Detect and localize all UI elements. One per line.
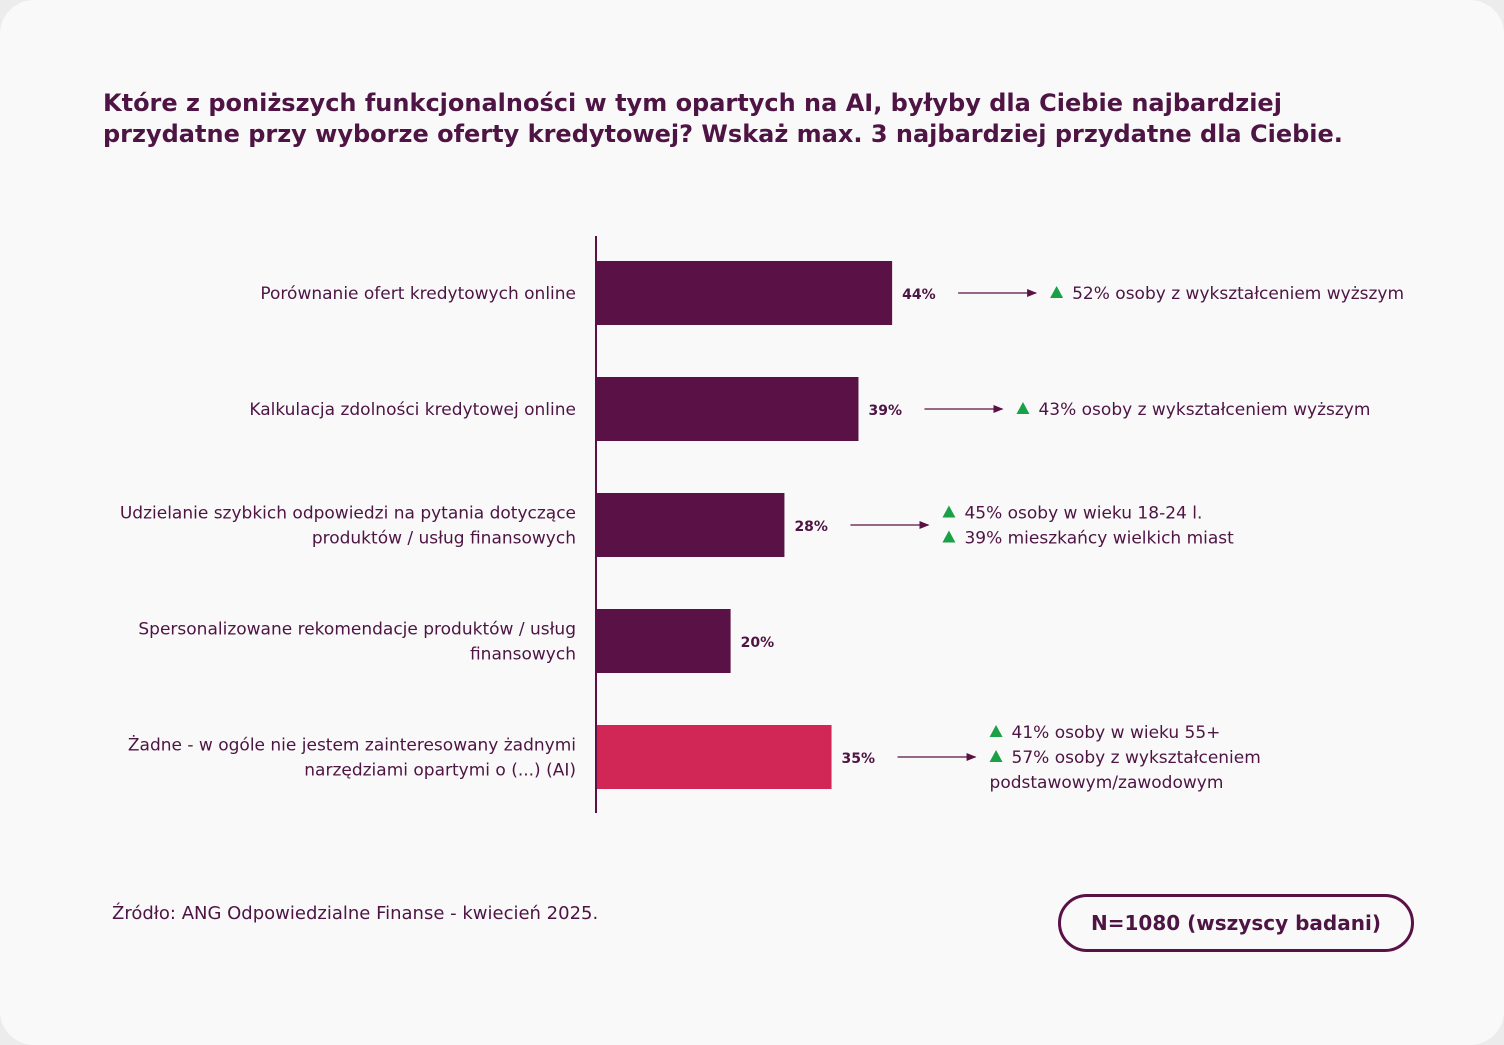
bar — [596, 609, 731, 673]
chart-title-line-2: przydatne przy wyborze oferty kredytowej… — [103, 120, 1343, 148]
value-label: 44% — [902, 287, 936, 303]
annotation-text: 39% mieszkańcy wielkich miast — [964, 529, 1234, 549]
sample-size-badge: N=1080 (wszyscy badani) — [1058, 894, 1414, 952]
annotation-text: 57% osoby z wykształceniem — [1012, 748, 1261, 768]
bar — [596, 377, 859, 441]
up-triangle-icon — [989, 750, 1003, 762]
value-label: 39% — [868, 403, 902, 419]
category-label: Porównanie ofert kredytowych online — [260, 284, 576, 304]
annotation-text: 41% osoby w wieku 55+ — [1012, 723, 1221, 743]
category-label: Spersonalizowane rekomendacje produktów … — [138, 620, 576, 640]
annotation-text: 52% osoby z wykształceniem wyższym — [1072, 284, 1404, 304]
annotation-text: 45% osoby w wieku 18-24 l. — [964, 504, 1202, 524]
bar — [596, 725, 832, 789]
category-label: narzędziami opartymi o (...) (AI) — [304, 761, 576, 781]
bar — [596, 261, 893, 325]
up-triangle-icon — [1050, 286, 1064, 298]
chart-title-line-1: Które z poniższych funkcjonalności w tym… — [103, 89, 1282, 117]
up-triangle-icon — [989, 725, 1003, 737]
up-triangle-icon — [942, 530, 956, 543]
bar — [596, 493, 785, 557]
category-label: Żadne - w ogóle nie jestem zainteresowan… — [128, 735, 576, 756]
value-label: 28% — [794, 519, 828, 535]
category-label: Udzielanie szybkich odpowiedzi na pytani… — [120, 504, 576, 524]
category-label: produktów / usług finansowych — [312, 529, 576, 549]
annotation-text: podstawowym/zawodowym — [990, 773, 1224, 793]
category-label: finansowych — [470, 645, 576, 665]
value-label: 20% — [741, 635, 775, 651]
up-triangle-icon — [1016, 402, 1030, 414]
value-label: 35% — [842, 751, 876, 767]
category-label: Kalkulacja zdolności kredytowej online — [249, 400, 576, 420]
annotation-text: 43% osoby z wykształceniem wyższym — [1038, 400, 1370, 420]
chart-title: Które z poniższych funkcjonalności w tym… — [103, 88, 1403, 150]
up-triangle-icon — [942, 505, 956, 518]
source-note: Źródło: ANG Odpowiedzialne Finanse - kwi… — [112, 903, 599, 924]
